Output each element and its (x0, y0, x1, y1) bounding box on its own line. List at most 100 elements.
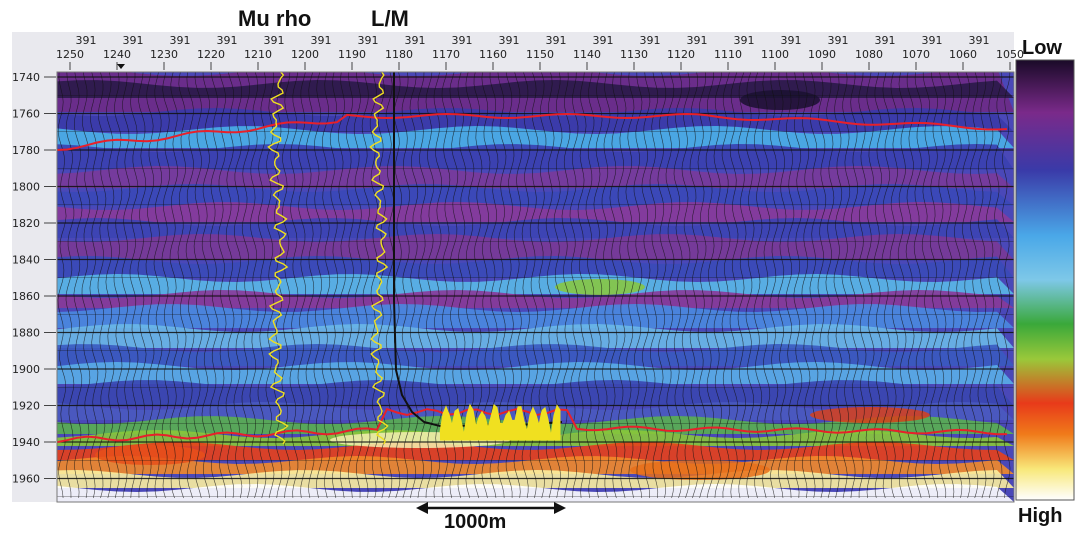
wiggle-trace (409, 72, 419, 499)
y-tick-label: 1940 (12, 436, 40, 449)
x-line-label: 391 (76, 34, 97, 47)
wiggle-trace (169, 72, 179, 499)
wiggle-trace (73, 72, 83, 499)
wiggle-trace (769, 72, 779, 499)
wiggle-trace (209, 72, 219, 499)
color-band (57, 380, 1014, 406)
y-tick-label: 1800 (12, 181, 40, 194)
x-trace-label: 1160 (479, 48, 507, 61)
wiggle-trace (905, 72, 915, 499)
mu-rho-label: Mu rho (238, 6, 312, 31)
y-tick-label: 1920 (12, 400, 40, 413)
wiggle-trace (417, 72, 427, 499)
x-line-label: 391 (311, 34, 332, 47)
wiggle-trace (689, 72, 699, 499)
x-trace-label: 1250 (56, 48, 84, 61)
wiggle-trace (385, 72, 395, 499)
color-band (57, 362, 1014, 384)
wiggle-trace (193, 72, 203, 499)
y-tick-label: 1740 (12, 71, 40, 84)
y-tick-label: 1780 (12, 144, 40, 157)
wiggle-trace (753, 72, 763, 499)
wiggle-trace (353, 72, 363, 499)
color-band (57, 234, 1014, 260)
wiggle-trace (321, 72, 331, 499)
wiggle-trace (825, 72, 835, 499)
time-grid-lines (57, 76, 1014, 497)
plot-border (56, 71, 1015, 503)
x-trace-label: 1060 (949, 48, 977, 61)
y-axis-labels: 1740 1760 1780 1800 1820 1840 1860 1880 1900 1920… (12, 71, 56, 486)
wiggle-trace (913, 72, 923, 499)
wiggle-trace (897, 72, 907, 499)
wiggle-trace (177, 72, 187, 499)
wiggle-trace (401, 72, 411, 499)
wiggle-trace (561, 72, 571, 499)
scale-bar-label: 1000m (444, 511, 507, 533)
y-tick-label: 1820 (12, 217, 40, 230)
wiggle-trace (345, 72, 355, 499)
color-band (57, 108, 1014, 132)
wiggle-trace (249, 72, 259, 499)
mu-rho-well-log (267, 72, 289, 445)
lm-label: L/M (371, 6, 409, 31)
wiggle-trace (361, 72, 371, 499)
x-trace-label: 1150 (526, 48, 554, 61)
scale-bar-arrow (416, 502, 566, 514)
wiggle-trace (793, 72, 803, 499)
x-line-label: 391 (640, 34, 661, 47)
x-line-label: 391 (264, 34, 285, 47)
wiggle-trace (809, 72, 819, 499)
x-line-label: 391 (452, 34, 473, 47)
wiggle-trace (953, 72, 963, 499)
wiggle-trace (649, 72, 659, 499)
wiggle-trace (65, 72, 75, 499)
y-axis-strip (12, 72, 57, 502)
plot-area (57, 72, 1014, 502)
wiggle-trace (729, 72, 739, 499)
wiggle-trace (297, 72, 307, 499)
x-line-label: 391 (781, 34, 802, 47)
x-line-label: 391 (170, 34, 191, 47)
x-trace-label: 1240 (103, 48, 131, 61)
wiggle-trace (233, 72, 243, 499)
wiggle-trace (977, 72, 987, 499)
wiggle-trace (697, 72, 707, 499)
wiggle-trace (57, 72, 67, 499)
lm-well-log (369, 72, 389, 445)
x-line-label: 391 (593, 34, 614, 47)
wiggle-trace (257, 72, 267, 499)
wiggle-trace (145, 72, 155, 499)
wiggle-trace (337, 72, 347, 499)
wiggle-trace (569, 72, 579, 499)
wiggle-trace (785, 72, 795, 499)
wiggle-trace (777, 72, 787, 499)
x-trace-label: 1070 (902, 48, 930, 61)
color-patch (810, 407, 930, 423)
x-trace-label: 1220 (197, 48, 225, 61)
wiggle-trace (185, 72, 195, 499)
x-axis-labels: 1250 1240 1230 1220 1210 1200 1190 1180 1170 1160… (56, 34, 1024, 70)
wiggle-trace (881, 72, 891, 499)
y-tick-label: 1900 (12, 363, 40, 376)
x-trace-label: 1210 (244, 48, 272, 61)
x-trace-label: 1190 (338, 48, 366, 61)
colorbar-low-label: Low (1022, 37, 1062, 59)
wiggle-trace (737, 72, 747, 499)
lateral-well-log (439, 403, 561, 441)
wiggle-trace (929, 72, 939, 499)
wiggle-trace (585, 72, 595, 499)
x-line-label: 391 (499, 34, 520, 47)
y-tick-label: 1760 (12, 108, 40, 121)
x-trace-label: 1180 (385, 48, 413, 61)
y-tick-label: 1840 (12, 254, 40, 267)
wiggle-trace (129, 72, 139, 499)
wiggle-trace (609, 72, 619, 499)
x-line-label: 391 (358, 34, 379, 47)
x-line-label: 391 (969, 34, 990, 47)
wiggle-trace (137, 72, 147, 499)
wiggle-trace (937, 72, 947, 499)
wiggle-trace (1001, 72, 1011, 499)
x-trace-label: 1140 (573, 48, 601, 61)
top-horizon (57, 112, 1008, 151)
